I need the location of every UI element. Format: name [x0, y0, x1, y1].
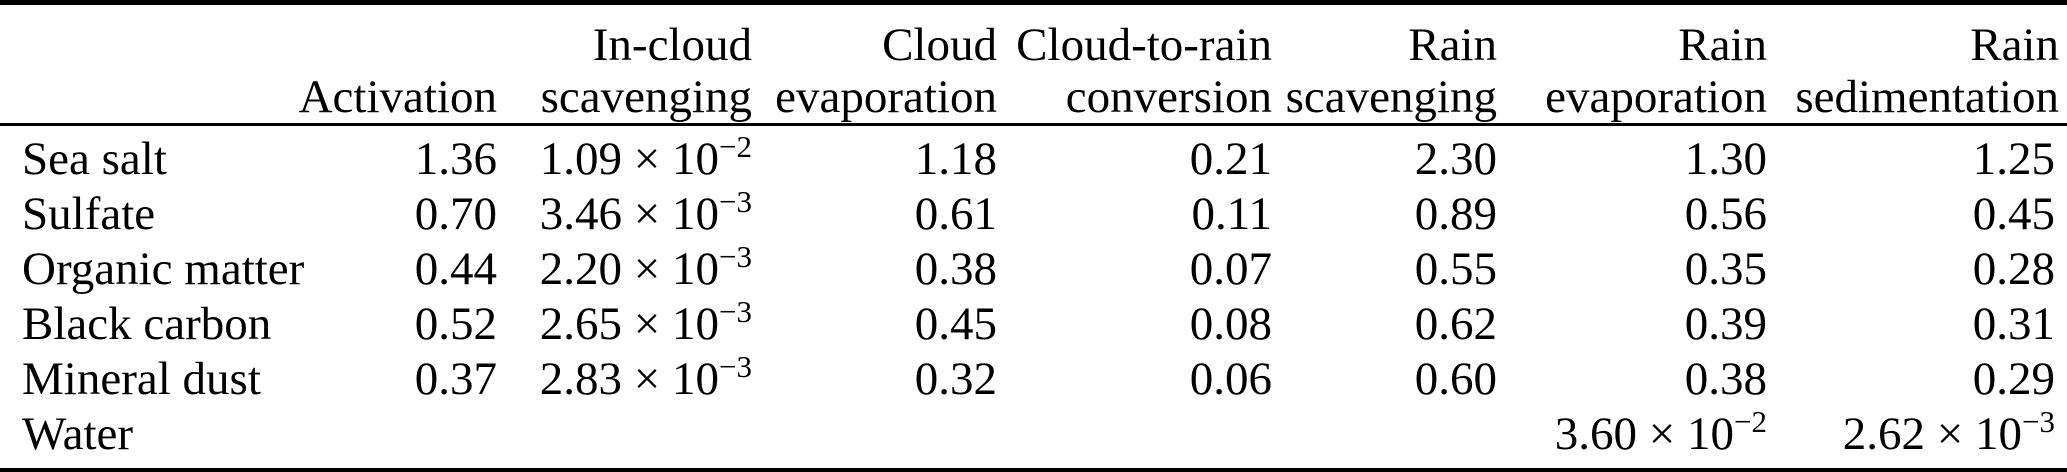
header-line: evaporation: [775, 71, 997, 123]
header-line: Activation: [298, 71, 497, 123]
table-row-mineral-dust: Mineral dust 0.37 2.83 × 10−3 0.32 0.06 …: [0, 348, 2067, 407]
cell: 0.45: [1972, 188, 2055, 240]
cell: [1280, 407, 1505, 470]
header-line: In-cloud: [592, 19, 752, 71]
cell: 2.20 × 10−3: [539, 238, 752, 295]
header-row: Activation In-cloud scavenging Cloud eva…: [0, 2, 2067, 126]
header-line: scavenging: [540, 71, 752, 123]
table-row-sea-salt: Sea salt 1.36 1.09 × 10−2 1.18 0.21 2.30…: [0, 125, 2067, 188]
cell: 1.18: [914, 133, 997, 185]
row-label: Sulfate: [22, 188, 156, 240]
cell: 0.61: [914, 188, 997, 240]
cell: 0.11: [1191, 188, 1272, 240]
cell: 1.25: [1972, 133, 2055, 185]
col-header-rain-scavenging: Rain scavenging: [1280, 2, 1505, 126]
table-row-sulfate: Sulfate 0.70 3.46 × 10−3 0.61 0.11 0.89 …: [0, 183, 2067, 242]
header-line: conversion: [1065, 71, 1272, 123]
cell: 0.31: [1972, 298, 2055, 350]
table-header: Activation In-cloud scavenging Cloud eva…: [0, 2, 2067, 126]
cell: [505, 407, 760, 470]
cell: 0.06: [1189, 353, 1272, 405]
col-header-species: [0, 2, 280, 126]
cell: 0.44: [414, 243, 497, 295]
cell: 0.35: [1684, 243, 1767, 295]
header-line: scavenging: [1285, 71, 1497, 123]
header-line: sedimentation: [1795, 71, 2059, 123]
cell: 0.38: [914, 243, 997, 295]
cell: 0.62: [1414, 298, 1497, 350]
cell: 0.28: [1972, 243, 2055, 295]
cell: 2.65 × 10−3: [539, 293, 752, 350]
col-header-cloud-to-rain-conversion: Cloud-to-rain conversion: [1005, 2, 1280, 126]
row-label: Mineral dust: [22, 353, 261, 405]
header-line: evaporation: [1545, 71, 1767, 123]
header-line: Rain: [1408, 19, 1497, 71]
cell: 2.30: [1414, 133, 1497, 185]
cell: 0.32: [914, 353, 997, 405]
row-label: Organic matter: [22, 243, 305, 295]
cell: 0.38: [1684, 353, 1767, 405]
cell: 0.45: [914, 298, 997, 350]
cell: 1.36: [414, 133, 497, 185]
cell: 1.09 × 10−2: [539, 128, 752, 185]
cell: [1005, 407, 1280, 470]
row-label: Water: [22, 408, 134, 460]
header-line: Rain: [1970, 19, 2059, 71]
cell: 3.60 × 10−2: [1554, 403, 1767, 460]
cell: 0.29: [1972, 353, 2055, 405]
cell: 0.89: [1414, 188, 1497, 240]
cell: [760, 407, 1005, 470]
cell: 0.56: [1684, 188, 1767, 240]
cell: 0.60: [1414, 353, 1497, 405]
cell: 0.08: [1189, 298, 1272, 350]
col-header-rain-sedimentation: Rain sedimentation: [1775, 2, 2067, 126]
cell: 0.55: [1414, 243, 1497, 295]
cell: 0.07: [1189, 243, 1272, 295]
cell: 0.39: [1684, 298, 1767, 350]
col-header-cloud-evaporation: Cloud evaporation: [760, 2, 1005, 126]
col-header-rain-evaporation: Rain evaporation: [1505, 2, 1775, 126]
cell: 2.83 × 10−3: [539, 348, 752, 405]
cell: 0.70: [414, 188, 497, 240]
header-line: Cloud: [882, 19, 997, 71]
col-header-activation: Activation: [280, 2, 505, 126]
cell: 0.21: [1189, 133, 1272, 185]
cell: 3.46 × 10−3: [539, 183, 752, 240]
cell: 0.52: [414, 298, 497, 350]
row-label: Sea salt: [22, 133, 167, 185]
col-header-in-cloud-scavenging: In-cloud scavenging: [505, 2, 760, 126]
cell: 1.30: [1684, 133, 1767, 185]
table-row-water: Water 3.60 × 10−2 2.62 × 10−3: [0, 403, 2067, 470]
cell: [280, 407, 505, 470]
cell: 0.37: [414, 353, 497, 405]
table-row-organic-matter: Organic matter 0.44 2.20 × 10−3 0.38 0.0…: [0, 238, 2067, 297]
header-line: Cloud-to-rain: [1016, 19, 1272, 71]
header-line: Rain: [1678, 19, 1767, 71]
row-label: Black carbon: [22, 298, 272, 350]
table-row-black-carbon: Black carbon 0.52 2.65 × 10−3 0.45 0.08 …: [0, 293, 2067, 352]
cell: 2.62 × 10−3: [1842, 403, 2055, 460]
table-body: Sea salt 1.36 1.09 × 10−2 1.18 0.21 2.30…: [0, 125, 2067, 471]
